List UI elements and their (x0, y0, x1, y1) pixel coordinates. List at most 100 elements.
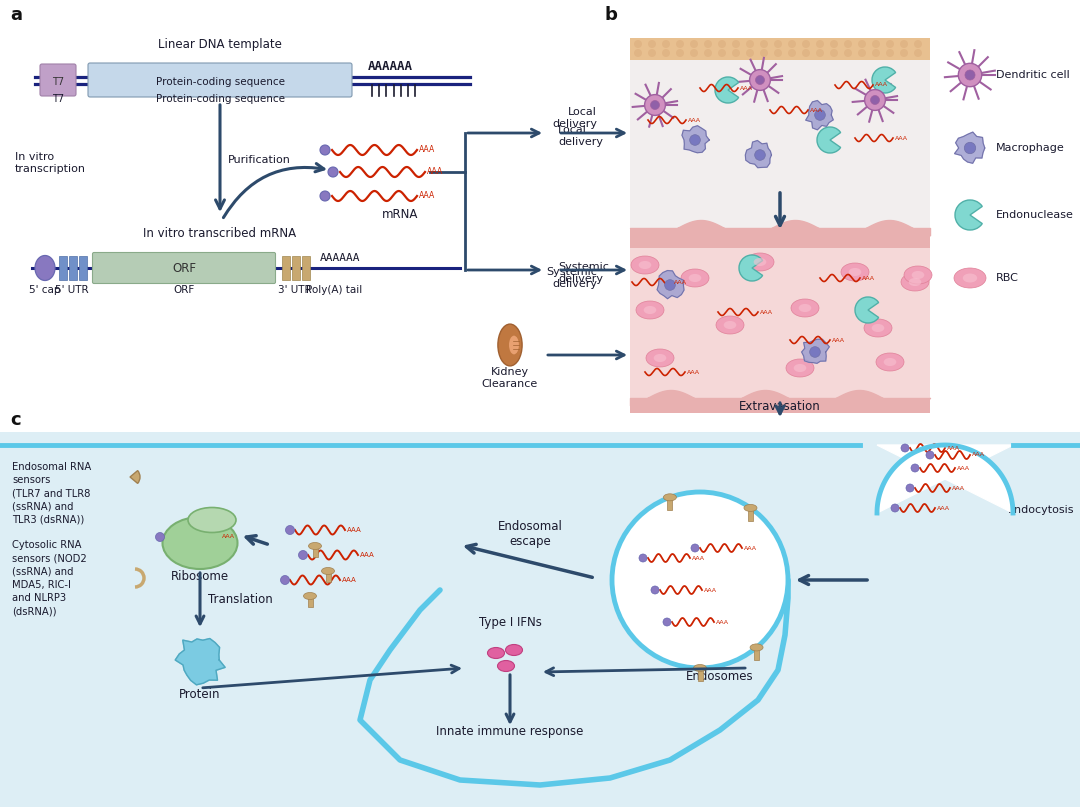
Circle shape (650, 101, 660, 110)
Ellipse shape (962, 274, 977, 282)
Text: 5' cap: 5' cap (29, 285, 60, 295)
Ellipse shape (841, 263, 869, 281)
Text: Innate immune response: Innate immune response (436, 725, 583, 738)
Ellipse shape (498, 660, 514, 671)
Circle shape (676, 49, 684, 57)
Bar (325, 571, 330, 582)
Text: AAA: AAA (972, 453, 985, 458)
Text: AAA: AAA (427, 168, 443, 177)
Circle shape (156, 533, 164, 541)
Text: RBC: RBC (996, 273, 1018, 283)
Bar (308, 596, 312, 607)
Text: Macrophage: Macrophage (996, 143, 1065, 153)
Ellipse shape (912, 271, 924, 279)
Circle shape (648, 40, 656, 48)
Text: Protein: Protein (179, 688, 220, 701)
Circle shape (648, 49, 656, 57)
Text: AAA: AAA (342, 577, 356, 583)
Ellipse shape (303, 592, 316, 600)
Circle shape (634, 40, 642, 48)
Bar (69, 256, 77, 280)
Ellipse shape (509, 336, 518, 354)
Circle shape (690, 40, 698, 48)
Ellipse shape (799, 304, 811, 312)
Ellipse shape (188, 508, 237, 533)
Circle shape (964, 142, 975, 153)
Circle shape (900, 49, 908, 57)
Ellipse shape (693, 664, 706, 671)
Wedge shape (816, 127, 840, 153)
Circle shape (298, 550, 308, 559)
Text: AAA: AAA (875, 82, 888, 87)
Bar (292, 256, 300, 280)
Text: Protein-coding sequence: Protein-coding sequence (156, 77, 284, 87)
Circle shape (814, 110, 825, 120)
Circle shape (774, 40, 782, 48)
Text: Endonuclease: Endonuclease (996, 210, 1074, 220)
Text: Systemic
delivery: Systemic delivery (546, 267, 597, 289)
Circle shape (958, 63, 982, 86)
Circle shape (634, 49, 642, 57)
Circle shape (320, 191, 330, 201)
Ellipse shape (646, 349, 674, 367)
Circle shape (662, 49, 670, 57)
Ellipse shape (872, 324, 885, 332)
Text: Kidney: Kidney (491, 367, 529, 377)
Text: Linear DNA template: Linear DNA template (158, 38, 282, 51)
Text: AAA: AAA (832, 337, 845, 342)
Bar (282, 256, 291, 280)
Circle shape (802, 49, 810, 57)
Circle shape (865, 90, 886, 111)
FancyBboxPatch shape (40, 64, 76, 96)
Circle shape (886, 49, 894, 57)
Ellipse shape (636, 301, 664, 319)
Text: Local
delivery: Local delivery (558, 125, 603, 147)
Circle shape (746, 49, 754, 57)
Ellipse shape (689, 274, 701, 282)
Ellipse shape (876, 353, 904, 371)
Circle shape (872, 49, 880, 57)
Bar (302, 256, 310, 280)
Text: AAA: AAA (347, 527, 362, 533)
Text: Extravasation: Extravasation (739, 400, 821, 413)
Circle shape (704, 49, 712, 57)
Bar (667, 497, 673, 510)
Ellipse shape (904, 266, 932, 284)
Circle shape (645, 94, 665, 115)
Ellipse shape (724, 321, 737, 329)
Circle shape (831, 49, 838, 57)
Circle shape (914, 40, 922, 48)
Ellipse shape (791, 299, 819, 317)
Circle shape (690, 49, 698, 57)
Circle shape (676, 40, 684, 48)
Text: b: b (605, 6, 618, 24)
Ellipse shape (162, 517, 238, 569)
Bar (79, 256, 87, 280)
Text: AAA: AAA (895, 136, 908, 140)
Circle shape (662, 40, 670, 48)
Circle shape (912, 464, 919, 472)
Circle shape (281, 575, 289, 584)
Bar (59, 256, 67, 280)
Text: AAA: AAA (419, 145, 435, 154)
Circle shape (788, 49, 796, 57)
Circle shape (900, 40, 908, 48)
Text: AAA: AAA (687, 370, 700, 374)
Circle shape (760, 49, 768, 57)
Text: AAA: AAA (760, 310, 773, 315)
Circle shape (788, 40, 796, 48)
Text: Clearance: Clearance (482, 379, 538, 389)
Text: AAA: AAA (810, 107, 823, 112)
Ellipse shape (644, 306, 657, 314)
Wedge shape (715, 77, 739, 103)
Bar (698, 668, 702, 681)
Circle shape (718, 40, 726, 48)
Circle shape (746, 40, 754, 48)
Text: Cytosolic RNA
sensors (NOD2
(ssRNA) and
MDA5, RIC-I
and NLRP3
(dsRNA)): Cytosolic RNA sensors (NOD2 (ssRNA) and … (12, 540, 86, 616)
Ellipse shape (908, 278, 921, 286)
Ellipse shape (744, 504, 757, 512)
Ellipse shape (631, 256, 659, 274)
Ellipse shape (954, 268, 986, 288)
Circle shape (843, 40, 852, 48)
Text: Endosomes: Endosomes (686, 670, 754, 683)
